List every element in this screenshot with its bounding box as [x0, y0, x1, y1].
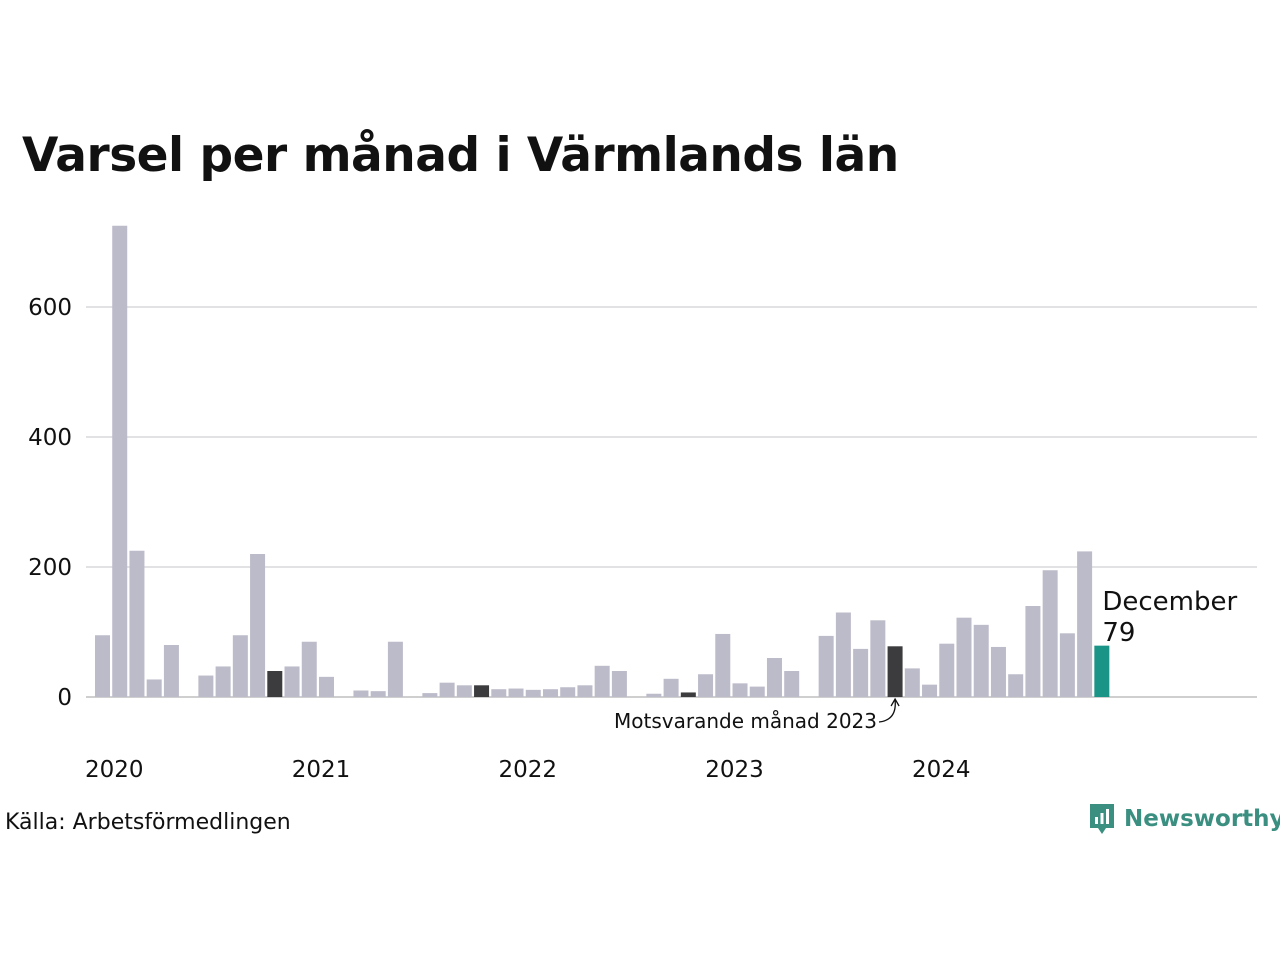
bar — [353, 690, 369, 697]
bar — [198, 675, 214, 697]
bar — [818, 635, 834, 697]
bar — [525, 689, 541, 697]
x-year-label: 2023 — [705, 757, 764, 783]
bar — [387, 641, 403, 697]
bar — [1025, 606, 1041, 697]
current-month-value: 79 — [1102, 618, 1135, 648]
bar — [904, 668, 920, 697]
bar — [439, 682, 455, 697]
x-year-label: 2022 — [499, 757, 558, 783]
bar — [698, 674, 714, 697]
bar — [835, 612, 851, 697]
bar — [491, 689, 507, 697]
bar — [939, 643, 955, 697]
bar — [508, 688, 524, 697]
x-year-label: 2021 — [292, 757, 351, 783]
bar — [301, 641, 317, 697]
bar — [732, 683, 748, 697]
bar — [1042, 570, 1058, 697]
brand-name: Newsworthy — [1124, 806, 1280, 832]
annotation-arrowhead — [890, 697, 900, 707]
chart-title: Varsel per månad i Värmlands län — [22, 128, 899, 183]
bar — [542, 689, 558, 697]
bar — [250, 554, 266, 697]
y-tick-label: 0 — [57, 685, 72, 711]
bar — [766, 658, 782, 697]
bar — [370, 691, 386, 697]
annotation-label: Motsvarande månad 2023 — [614, 709, 877, 733]
bar — [129, 550, 145, 697]
bar — [646, 693, 662, 697]
bar — [594, 665, 610, 697]
bar — [922, 684, 938, 697]
y-tick-label: 200 — [28, 555, 72, 581]
bar — [95, 635, 110, 697]
bar — [560, 687, 576, 697]
current-month-label: December — [1102, 587, 1237, 617]
bar — [853, 648, 869, 697]
bar — [456, 685, 472, 697]
bar — [577, 685, 593, 697]
bar — [284, 666, 300, 697]
bar — [663, 678, 679, 697]
y-tick-label: 600 — [28, 295, 72, 321]
source-note: Källa: Arbetsförmedlingen — [5, 810, 291, 835]
annotation-arrow — [878, 699, 896, 723]
bars — [95, 225, 1110, 697]
bar — [146, 679, 162, 697]
x-year-label: 2020 — [85, 757, 144, 783]
bar — [680, 692, 696, 697]
x-axis-year-labels: 2020 2021 2022 2023 2024 — [85, 757, 971, 783]
bar — [1008, 674, 1024, 697]
bar — [163, 645, 179, 697]
bar — [784, 671, 800, 697]
bar — [1077, 551, 1093, 697]
bar — [267, 671, 283, 697]
y-axis-ticks: 0 200 400 600 — [28, 295, 72, 711]
y-tick-label: 400 — [28, 425, 72, 451]
newsworthy-logo-icon — [1090, 804, 1114, 834]
bar — [887, 646, 903, 697]
bar — [474, 685, 490, 697]
bar — [870, 620, 886, 697]
bar — [215, 666, 231, 697]
bar — [422, 693, 438, 697]
x-year-label: 2024 — [912, 757, 971, 783]
bar — [112, 225, 128, 697]
brand-logo: Newsworthy — [1088, 802, 1280, 836]
bar — [749, 686, 765, 697]
bar — [318, 676, 334, 697]
bar — [232, 635, 248, 697]
bar — [990, 646, 1006, 697]
bar-current-month — [1094, 645, 1110, 697]
bar — [715, 633, 731, 697]
bar — [956, 617, 972, 697]
bar — [1059, 633, 1075, 697]
bar — [611, 671, 627, 697]
bar — [973, 624, 989, 697]
